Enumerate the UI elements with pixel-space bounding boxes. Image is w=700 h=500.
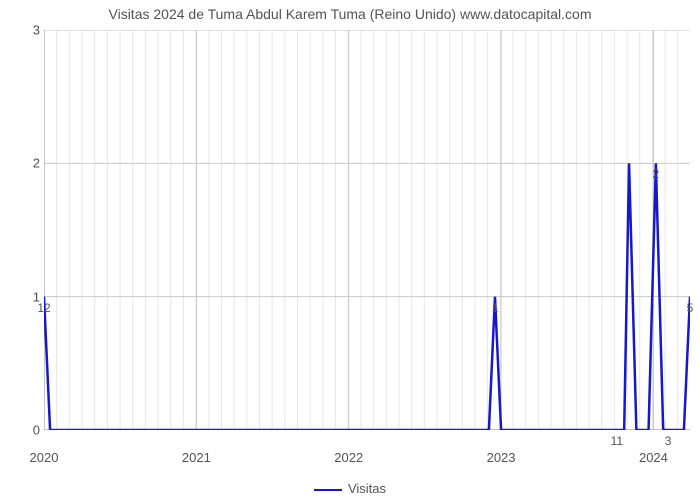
x-tick-label: 2021 (182, 450, 211, 465)
data-point-label: 11 (611, 434, 623, 448)
data-point-label: 2 (653, 167, 660, 181)
y-tick-label: 2 (33, 156, 40, 171)
plot-area (44, 30, 690, 430)
data-point-label: 1 (492, 301, 499, 315)
chart-title: Visitas 2024 de Tuma Abdul Karem Tuma (R… (0, 6, 700, 22)
data-point-label: 5 (687, 301, 694, 315)
x-tick-label: 2022 (334, 450, 363, 465)
y-tick-label: 0 (33, 423, 40, 438)
data-point-label: 12 (37, 301, 50, 315)
legend-label: Visitas (348, 481, 386, 496)
chart-container: Visitas 2024 de Tuma Abdul Karem Tuma (R… (0, 0, 700, 500)
x-tick-label: 2024 (639, 450, 668, 465)
y-tick-label: 3 (33, 23, 40, 38)
legend: Visitas (0, 481, 700, 496)
data-point-label: 3 (665, 434, 672, 448)
x-tick-label: 2023 (487, 450, 516, 465)
x-tick-label: 2020 (30, 450, 59, 465)
legend-swatch (314, 489, 342, 491)
